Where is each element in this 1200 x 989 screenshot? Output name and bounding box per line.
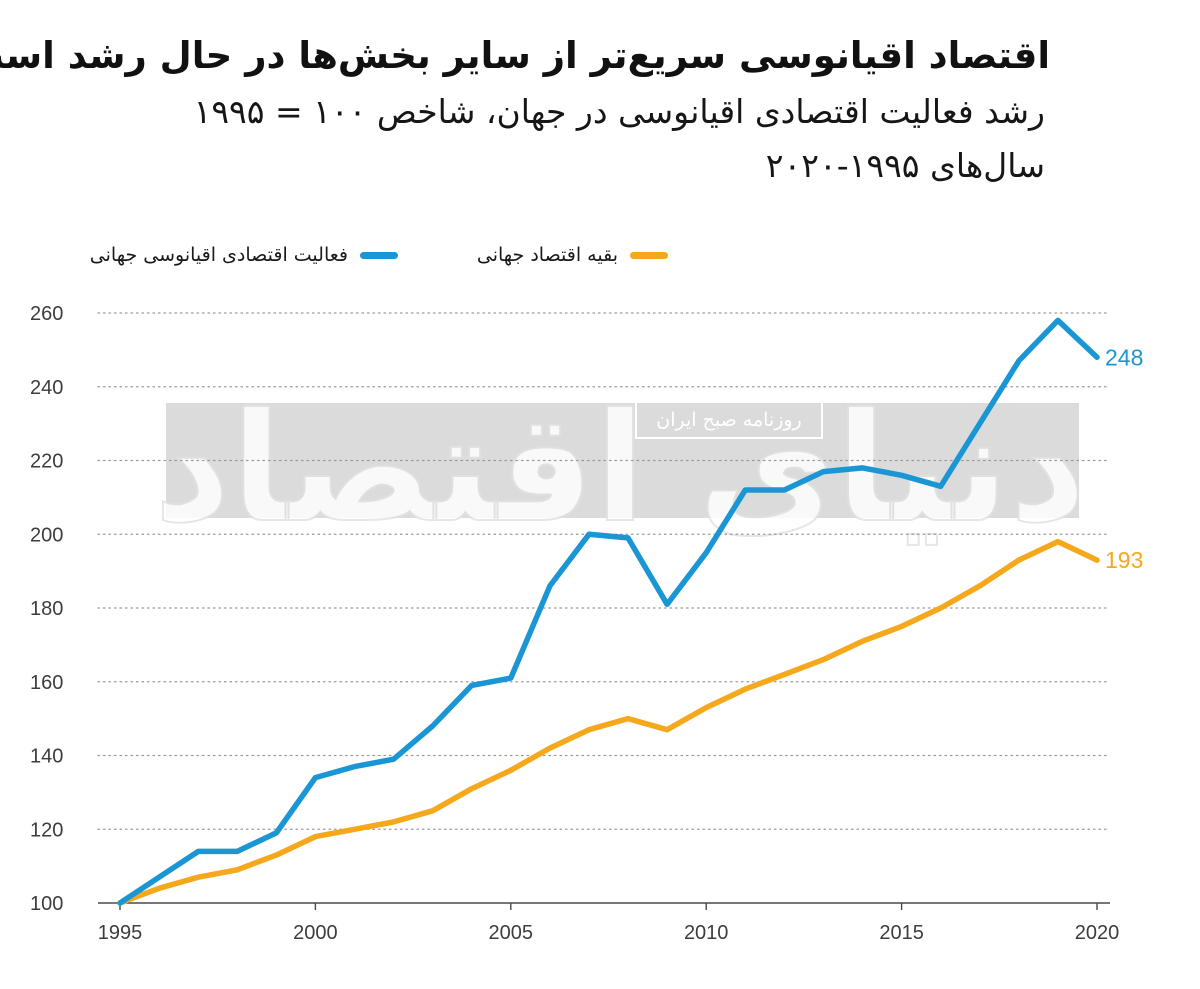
x-tick-label: 2005 [489, 922, 534, 944]
y-tick-label: 140 [30, 746, 63, 768]
x-tick-label: 2010 [684, 922, 729, 944]
chart-subtitle: رشد فعالیت اقتصادی اقیانوسی در جهان، شاخ… [193, 92, 1045, 131]
x-axis-ticks: 1995 2000 2005 2010 2015 2020 [98, 903, 1120, 944]
watermark: دنیای اقتصاد روزنامه صبح ایران [153, 381, 1088, 557]
y-tick-label: 220 [30, 451, 63, 473]
x-tick-label: 2020 [1075, 922, 1120, 944]
watermark-badge-frame [635, 397, 823, 439]
legend-swatch-rest [630, 251, 668, 259]
legend-swatch-ocean [360, 251, 398, 259]
end-label-ocean: 248 [1105, 344, 1143, 370]
series-line-rest [117, 538, 1100, 906]
chart-period: سال‌های ۱۹۹۵-۲۰۲۰ [765, 146, 1045, 185]
end-labels: 193 248 [1105, 344, 1143, 573]
watermark-logo: دنیای اقتصاد [154, 382, 1087, 556]
y-tick-label: 180 [30, 598, 63, 620]
y-tick-label: 160 [30, 672, 63, 694]
x-tick-label: 1995 [98, 922, 143, 944]
x-tick-label: 2015 [879, 922, 924, 944]
y-tick-label: 200 [30, 524, 63, 546]
y-tick-label: 240 [30, 377, 63, 399]
series-lines [117, 317, 1100, 906]
y-tick-label: 260 [30, 303, 63, 325]
y-axis-ticks: 100 120 140 160 180 200 220 240 260 [30, 303, 63, 915]
y-tick-label: 120 [30, 819, 63, 841]
series-line-ocean [117, 317, 1100, 906]
legend-item-rest: بقیه اقتصاد جهانی [477, 240, 668, 270]
legend-label-rest: بقیه اقتصاد جهانی [476, 244, 618, 266]
legend-item-ocean: فعالیت اقتصادی اقیانوسی جهانی [90, 240, 398, 270]
end-label-rest: 193 [1105, 547, 1143, 573]
legend-label-ocean: فعالیت اقتصادی اقیانوسی جهانی [89, 244, 348, 266]
chart-title: اقتصاد اقیانوسی سریع‌تر از سایر بخش‌ها د… [0, 34, 1051, 77]
watermark-badge: روزنامه صبح ایران [656, 409, 801, 431]
x-tick-label: 2000 [293, 922, 338, 944]
y-tick-label: 100 [30, 893, 63, 915]
